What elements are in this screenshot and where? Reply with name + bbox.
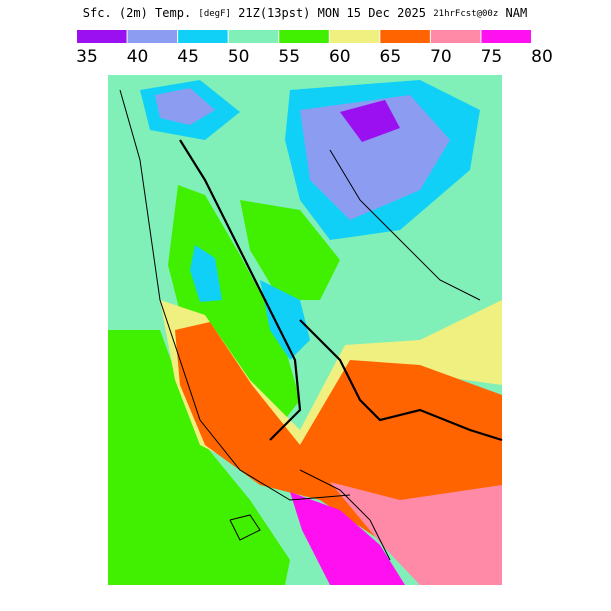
title: Sfc. (2m) Temp. [degF] 21Z(13pst) MON 15… <box>83 6 527 20</box>
colorbar-segment <box>279 30 329 43</box>
units: [degF] <box>198 9 231 19</box>
colorbar-segment <box>178 30 228 43</box>
colorbar-segment <box>329 30 380 43</box>
cool-patch <box>190 245 222 302</box>
colorbar-segment <box>77 30 127 43</box>
colorbar-label: 65 <box>380 47 402 67</box>
contour <box>299 469 391 561</box>
colorbar-label: 80 <box>531 47 553 67</box>
colorbar: 35 40 45 50 55 60 65 70 75 80 <box>76 30 553 67</box>
cool-patch <box>260 280 310 360</box>
contour <box>119 89 351 501</box>
model: NAM <box>506 6 528 20</box>
sierra-foothills <box>240 200 340 300</box>
hotter-region <box>330 482 502 585</box>
colorbar-label: 45 <box>177 47 199 67</box>
colorbar-segment <box>430 30 481 43</box>
colorbar-segment <box>380 30 430 43</box>
colorbar-label: 35 <box>76 47 98 67</box>
forecast: 21hrFcst@00z <box>433 9 498 19</box>
contour <box>179 139 302 441</box>
ocean-warm <box>108 330 290 585</box>
contour <box>229 514 261 541</box>
contour <box>329 149 481 301</box>
valid-time: 21Z(13pst) MON 15 Dec 2025 <box>238 6 426 20</box>
colorbar-label: 70 <box>430 47 452 67</box>
colorbar-label: 75 <box>481 47 503 67</box>
cold-patch <box>155 88 215 125</box>
colorbar-label: 40 <box>127 47 149 67</box>
colorbar-label: 60 <box>329 47 351 67</box>
hot-region <box>175 322 502 540</box>
colorbar-segment <box>228 30 279 43</box>
hottest-region <box>290 492 405 585</box>
colorbar-label: 55 <box>278 47 300 67</box>
map <box>108 75 503 585</box>
colorbar-segment <box>127 30 178 43</box>
cold-region <box>300 95 450 220</box>
colorbar-segment <box>481 30 531 43</box>
contour <box>299 319 503 442</box>
coldest-region <box>340 100 400 142</box>
colorbar-label: 50 <box>228 47 250 67</box>
field: Sfc. (2m) Temp. <box>83 6 191 20</box>
